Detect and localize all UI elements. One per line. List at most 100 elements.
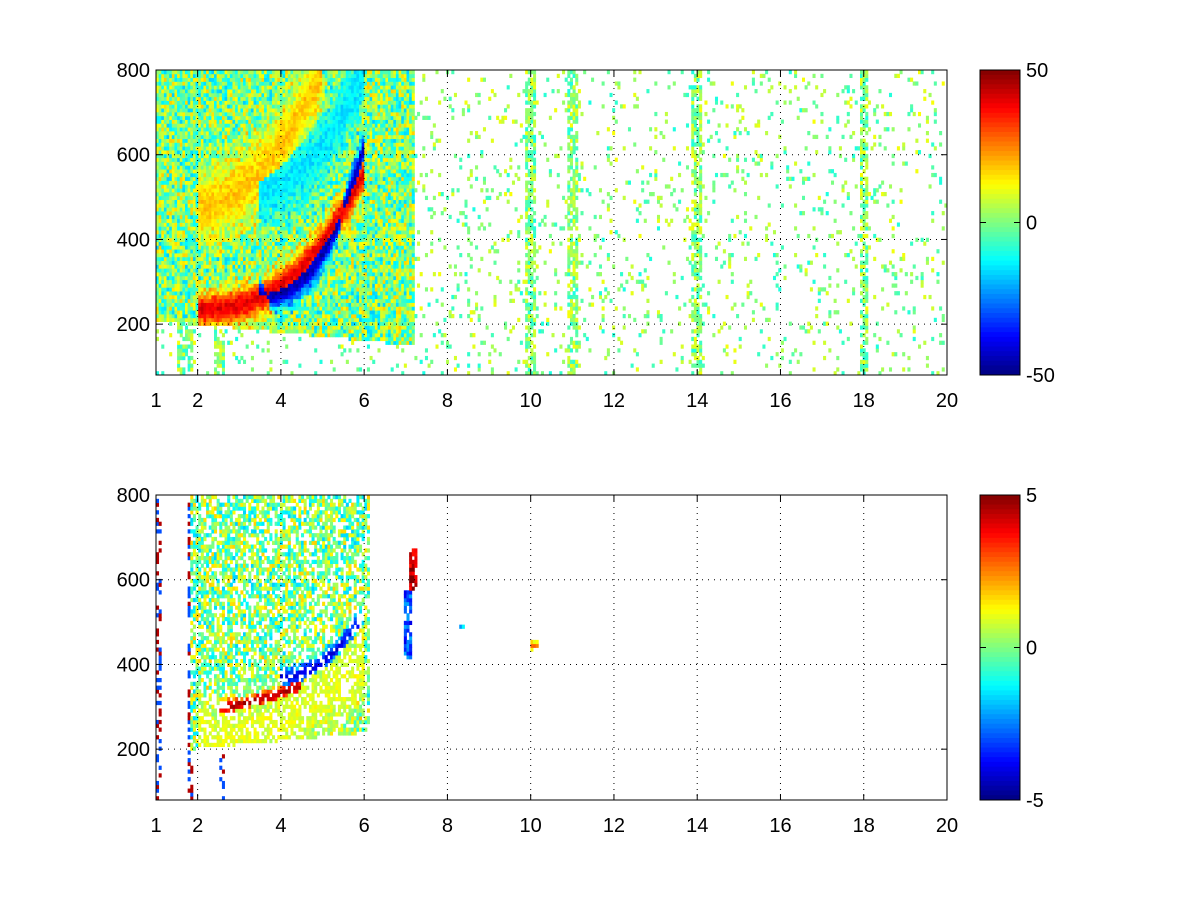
heatmap-cell — [179, 89, 183, 94]
heatmap-cell — [303, 104, 307, 109]
heatmap-cell — [232, 169, 236, 174]
heatmap-cell — [258, 211, 262, 216]
heatmap-cell — [337, 207, 341, 212]
heatmap-cell — [314, 176, 318, 181]
heatmap-cell — [319, 176, 323, 181]
heatmap-cell — [198, 306, 202, 311]
heatmap-cell — [269, 268, 273, 273]
heatmap-cell — [285, 172, 289, 178]
heatmap-cell — [179, 310, 183, 315]
heatmap-cell — [340, 310, 344, 315]
heatmap-cell — [182, 127, 186, 132]
heatmap-cell — [306, 298, 310, 303]
heatmap-cell — [319, 207, 323, 212]
heatmap-cell — [287, 268, 291, 273]
heatmap-cell — [190, 134, 194, 140]
heatmap-cell — [316, 165, 320, 170]
heatmap-cell — [258, 172, 262, 178]
heatmap-cell — [264, 70, 268, 75]
heatmap-cell — [187, 203, 191, 208]
heatmap-cell — [245, 291, 249, 296]
heatmap-cell — [208, 222, 212, 227]
heatmap-cell — [258, 192, 262, 197]
heatmap-cell — [185, 253, 189, 258]
heatmap-cell — [335, 302, 339, 307]
heatmap-cell — [272, 317, 276, 323]
heatmap-cell — [250, 283, 254, 288]
heatmap-cell — [245, 172, 249, 178]
heatmap-cell — [187, 192, 191, 197]
heatmap-cell — [221, 176, 225, 181]
heatmap-cell — [274, 165, 278, 170]
heatmap-cell — [232, 180, 236, 185]
heatmap-cell — [216, 203, 220, 208]
heatmap-cell — [166, 188, 170, 193]
heatmap-cell — [214, 340, 218, 345]
heatmap-cell — [166, 77, 170, 82]
heatmap-cell — [174, 131, 178, 136]
heatmap-cell — [277, 233, 281, 239]
heatmap-cell — [171, 268, 175, 273]
heatmap-cell — [274, 199, 278, 204]
heatmap-cell — [190, 180, 194, 185]
heatmap-cell — [258, 81, 262, 86]
heatmap-cell — [190, 100, 194, 105]
heatmap-cell — [285, 92, 289, 98]
heatmap-cell — [192, 157, 196, 162]
heatmap-cell — [237, 100, 241, 105]
heatmap-cell — [208, 283, 212, 288]
heatmap-cell — [166, 180, 170, 185]
heatmap-cell — [245, 218, 249, 223]
heatmap-cell — [179, 287, 183, 292]
heatmap-cell — [306, 96, 310, 101]
heatmap-cell — [261, 184, 265, 189]
heatmap-cell — [192, 214, 196, 220]
heatmap-cell — [258, 161, 262, 166]
heatmap-cell — [185, 310, 189, 315]
heatmap-cell — [316, 211, 320, 216]
heatmap-cell — [287, 131, 291, 136]
heatmap-cell — [301, 268, 305, 273]
heatmap-cell — [198, 115, 202, 120]
heatmap-cell — [335, 275, 339, 281]
heatmap-cell — [235, 85, 239, 90]
heatmap-cell — [319, 165, 323, 170]
heatmap-cell — [282, 214, 286, 220]
heatmap-cell — [306, 81, 310, 86]
heatmap-cell — [185, 268, 189, 273]
heatmap-cell — [219, 169, 223, 174]
heatmap-cell — [279, 188, 283, 193]
heatmap-cell — [253, 96, 257, 101]
heatmap-cell — [319, 226, 323, 231]
heatmap-cell — [200, 89, 204, 94]
heatmap-cell — [192, 131, 196, 136]
heatmap-cell — [287, 100, 291, 105]
heatmap-cell — [200, 180, 204, 185]
heatmap-cell — [214, 302, 218, 307]
heatmap-cell — [174, 211, 178, 216]
heatmap-cell — [266, 264, 270, 269]
heatmap-cell — [211, 260, 215, 265]
heatmap-cell — [332, 249, 336, 254]
heatmap-cell — [229, 306, 233, 311]
heatmap-cell — [166, 146, 170, 151]
heatmap-cell — [261, 321, 265, 326]
heatmap-cell — [272, 260, 276, 265]
heatmap-cell — [237, 222, 241, 227]
heatmap-cell — [187, 314, 191, 319]
heatmap-cell — [319, 119, 323, 124]
heatmap-cell — [314, 268, 318, 273]
heatmap-cell — [290, 192, 294, 197]
heatmap-cell — [243, 302, 247, 307]
heatmap-cell — [290, 211, 294, 216]
heatmap-cell — [298, 161, 302, 166]
heatmap-cell — [185, 100, 189, 105]
heatmap-cell — [250, 287, 254, 292]
heatmap-cell — [182, 89, 186, 94]
heatmap-cell — [269, 279, 273, 284]
heatmap-cell — [198, 333, 202, 338]
heatmap-cell — [332, 100, 336, 105]
heatmap-cell — [219, 222, 223, 227]
heatmap-cell — [282, 203, 286, 208]
heatmap-cell — [266, 115, 270, 120]
